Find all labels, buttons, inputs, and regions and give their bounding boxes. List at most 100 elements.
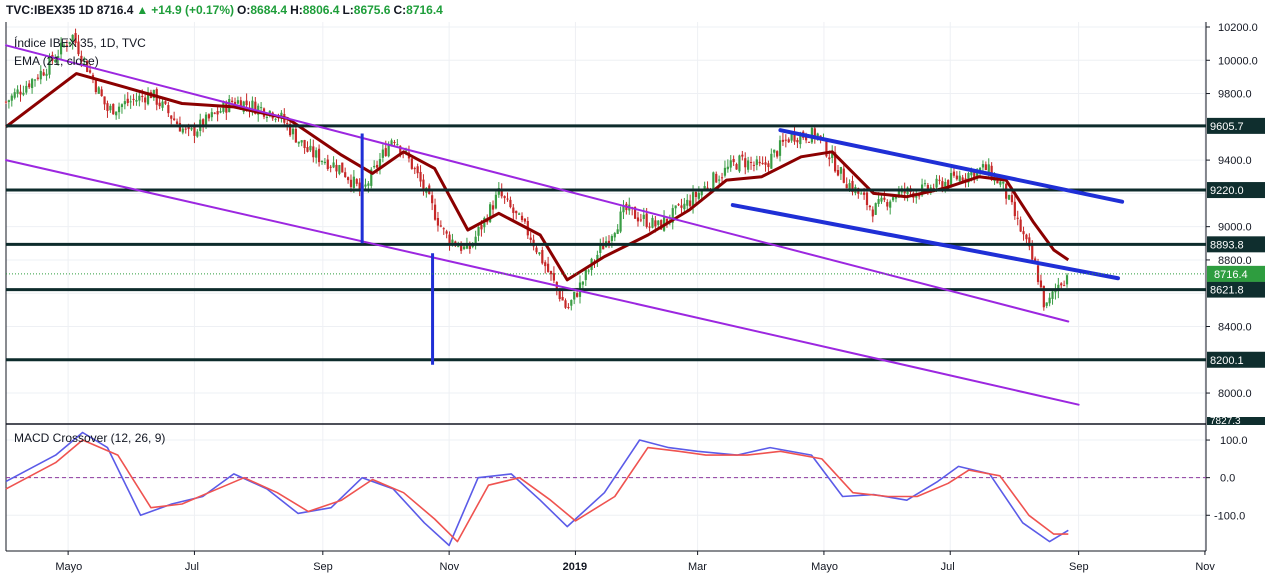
candle-up [332, 162, 335, 168]
candle-up [190, 128, 193, 130]
candle-up [691, 192, 695, 208]
candle-down [836, 170, 840, 176]
candle-down [207, 114, 211, 119]
candle-up [538, 252, 541, 255]
candle-down [164, 101, 167, 104]
candle-up [387, 144, 390, 157]
candle-down [973, 170, 976, 179]
candle-down [689, 200, 692, 207]
candle-up [1065, 275, 1069, 285]
candle-up [22, 92, 25, 95]
candle-up [1045, 302, 1048, 306]
candle-down [694, 191, 698, 197]
time-axis-label: Mayo [811, 561, 838, 573]
candle-down [233, 101, 237, 105]
candle-down [805, 136, 808, 141]
price-axis-label: 8000.0 [1218, 388, 1252, 400]
candle-down [784, 139, 787, 141]
candle-down [375, 164, 379, 168]
trend-channel-line[interactable] [5, 159, 1080, 406]
candle-down [781, 139, 785, 142]
candle-up [712, 172, 715, 191]
candle-down [193, 126, 196, 136]
candle-up [726, 166, 729, 170]
candle-down [964, 178, 967, 181]
candle-up [236, 100, 240, 104]
candle-down [393, 142, 396, 144]
candle-up [889, 201, 892, 208]
candle-down [512, 207, 515, 213]
candle-down [480, 224, 483, 230]
blue-channel-line[interactable] [778, 128, 1125, 204]
trend-channel-line[interactable] [5, 44, 1070, 323]
price-axis-clipped-label: 7827.3 [1210, 416, 1241, 427]
candle-down [868, 205, 871, 208]
candle-down [842, 168, 845, 183]
candle-up [138, 95, 141, 101]
price-axis-label: 9000.0 [1218, 222, 1252, 234]
candle-up [196, 131, 199, 137]
candle-down [547, 263, 550, 272]
close-label: C: [393, 3, 407, 17]
candle-up [25, 85, 28, 93]
candle-down [28, 83, 31, 88]
candle-down [558, 289, 561, 300]
candle-down [793, 131, 796, 142]
candle-up [790, 132, 793, 141]
candle-down [764, 162, 767, 165]
candle-down [955, 175, 958, 180]
price-axis-level-label: 9220.0 [1210, 185, 1244, 197]
candle-down [254, 101, 257, 114]
candle-down [677, 204, 680, 206]
candle-down [941, 181, 944, 190]
candle-up [894, 196, 898, 199]
candle-down [468, 245, 471, 249]
price-axis-label: 9400.0 [1218, 155, 1252, 167]
candle-up [297, 141, 300, 144]
candle-up [616, 229, 619, 234]
candle-down [329, 166, 332, 168]
symbol-interval[interactable]: 1D [78, 3, 94, 17]
candle-down [126, 98, 129, 104]
candle-up [999, 181, 1002, 185]
blue-channel-line[interactable] [730, 203, 1120, 281]
candle-up [697, 192, 700, 199]
ema-indicator-label[interactable]: EMA (21, close) [14, 54, 99, 68]
candle-down [231, 100, 234, 103]
open-label: O: [237, 3, 251, 17]
symbol-header: TVC:IBEX35 1D 8716.4 ▲ +14.9 (+0.17%) O:8684.… [6, 3, 446, 17]
open-value: 8684.4 [250, 3, 288, 17]
time-axis-label: Mayo [55, 561, 82, 573]
candle-down [158, 102, 161, 107]
candle-down [436, 217, 440, 226]
candle-down [749, 161, 753, 163]
candle-down [715, 173, 718, 183]
price-axis-level-label: 8893.8 [1210, 239, 1244, 251]
candle-down [167, 105, 170, 114]
candle-down [106, 103, 109, 111]
candle-up [877, 199, 880, 204]
candle-down [541, 250, 544, 264]
candle-up [129, 101, 132, 103]
candle-down [1042, 285, 1045, 308]
candle-down [633, 207, 637, 219]
candle-up [978, 167, 982, 172]
candle-down [335, 164, 338, 172]
candle-up [10, 95, 13, 101]
macd-pane-title[interactable]: MACD Crossover (12, 26, 9) [14, 431, 166, 445]
candle-down [88, 70, 92, 73]
candle-down [1060, 283, 1063, 286]
candle-up [251, 100, 254, 109]
candle-up [370, 169, 373, 186]
candle-up [967, 173, 970, 183]
candle-down [94, 80, 97, 93]
candle-down [807, 141, 811, 143]
macd-signal-line[interactable] [5, 439, 1069, 543]
candle-up [135, 99, 138, 102]
candle-down [416, 166, 419, 174]
candle-down [413, 168, 416, 170]
symbol-name[interactable]: TVC:IBEX35 [6, 3, 76, 17]
candle-up [897, 190, 900, 197]
candle-down [947, 180, 950, 187]
